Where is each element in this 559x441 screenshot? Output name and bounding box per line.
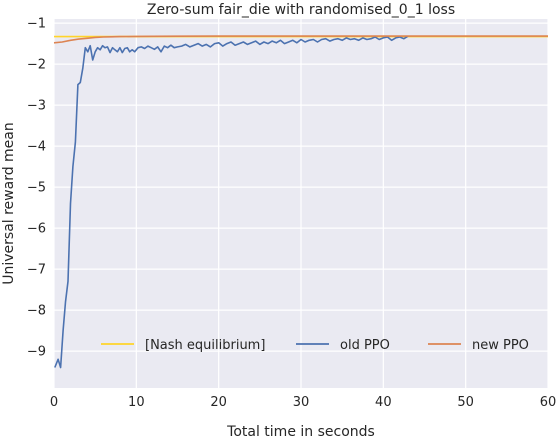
y-tick-label: −6 [27, 222, 46, 237]
series-lines [53, 35, 548, 369]
x-tick-label: 50 [457, 395, 474, 410]
y-tick-label: −1 [27, 17, 46, 32]
x-tick-label: 40 [375, 395, 392, 410]
chart-title: Zero-sum fair_die with randomised_0_1 lo… [147, 2, 455, 18]
x-tick-label: 20 [210, 395, 227, 410]
legend: [Nash equilibrium] old PPO new PPO [101, 338, 529, 353]
x-tick-label: 10 [128, 395, 145, 410]
series-line-new-ppo [53, 35, 548, 44]
y-tick-label: −4 [27, 140, 46, 155]
y-tick-label: −7 [27, 263, 46, 278]
x-tick-labels: 0 10 20 30 40 50 60 [50, 395, 556, 410]
x-tick-label: 0 [50, 395, 58, 410]
y-tick-label: −3 [27, 99, 46, 114]
legend-label: old PPO [340, 338, 390, 353]
y-tick-labels: −9 −8 −7 −6 −5 −4 −3 −2 −1 [27, 17, 46, 360]
y-tick-label: −2 [27, 58, 46, 73]
x-axis-label: Total time in seconds [226, 424, 375, 440]
x-tick-label: 30 [293, 395, 310, 410]
series-line-old-ppo [54, 35, 409, 369]
legend-label: new PPO [472, 338, 529, 353]
y-tick-label: −9 [27, 345, 46, 360]
legend-label: [Nash equilibrium] [145, 338, 265, 353]
grid [53, 19, 549, 388]
y-tick-label: −8 [27, 304, 46, 319]
y-tick-label: −5 [27, 181, 46, 196]
y-axis-label: Universal reward mean [1, 122, 17, 285]
x-tick-label: 60 [540, 395, 557, 410]
